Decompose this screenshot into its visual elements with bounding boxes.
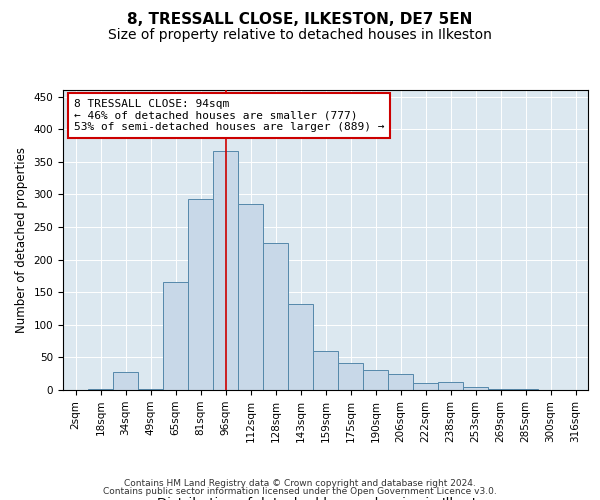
Bar [488, 388, 513, 390]
Bar [213, 150, 238, 390]
Text: Contains HM Land Registry data © Crown copyright and database right 2024.: Contains HM Land Registry data © Crown c… [124, 478, 476, 488]
X-axis label: Distribution of detached houses by size in Ilkeston: Distribution of detached houses by size … [157, 498, 494, 500]
Text: 8, TRESSALL CLOSE, ILKESTON, DE7 5EN: 8, TRESSALL CLOSE, ILKESTON, DE7 5EN [127, 12, 473, 28]
Bar [163, 282, 188, 390]
Text: Size of property relative to detached houses in Ilkeston: Size of property relative to detached ho… [108, 28, 492, 42]
Bar [413, 383, 438, 390]
Text: 8 TRESSALL CLOSE: 94sqm
← 46% of detached houses are smaller (777)
53% of semi-d: 8 TRESSALL CLOSE: 94sqm ← 46% of detache… [74, 99, 384, 132]
Bar [338, 364, 363, 390]
Bar [363, 370, 388, 390]
Bar [438, 382, 463, 390]
Text: Contains public sector information licensed under the Open Government Licence v3: Contains public sector information licen… [103, 487, 497, 496]
Bar [188, 199, 213, 390]
Bar [463, 386, 488, 390]
Bar [388, 374, 413, 390]
Bar [113, 372, 138, 390]
Bar [238, 204, 263, 390]
Bar [288, 304, 313, 390]
Bar [263, 242, 288, 390]
Y-axis label: Number of detached properties: Number of detached properties [15, 147, 28, 333]
Bar [313, 351, 338, 390]
